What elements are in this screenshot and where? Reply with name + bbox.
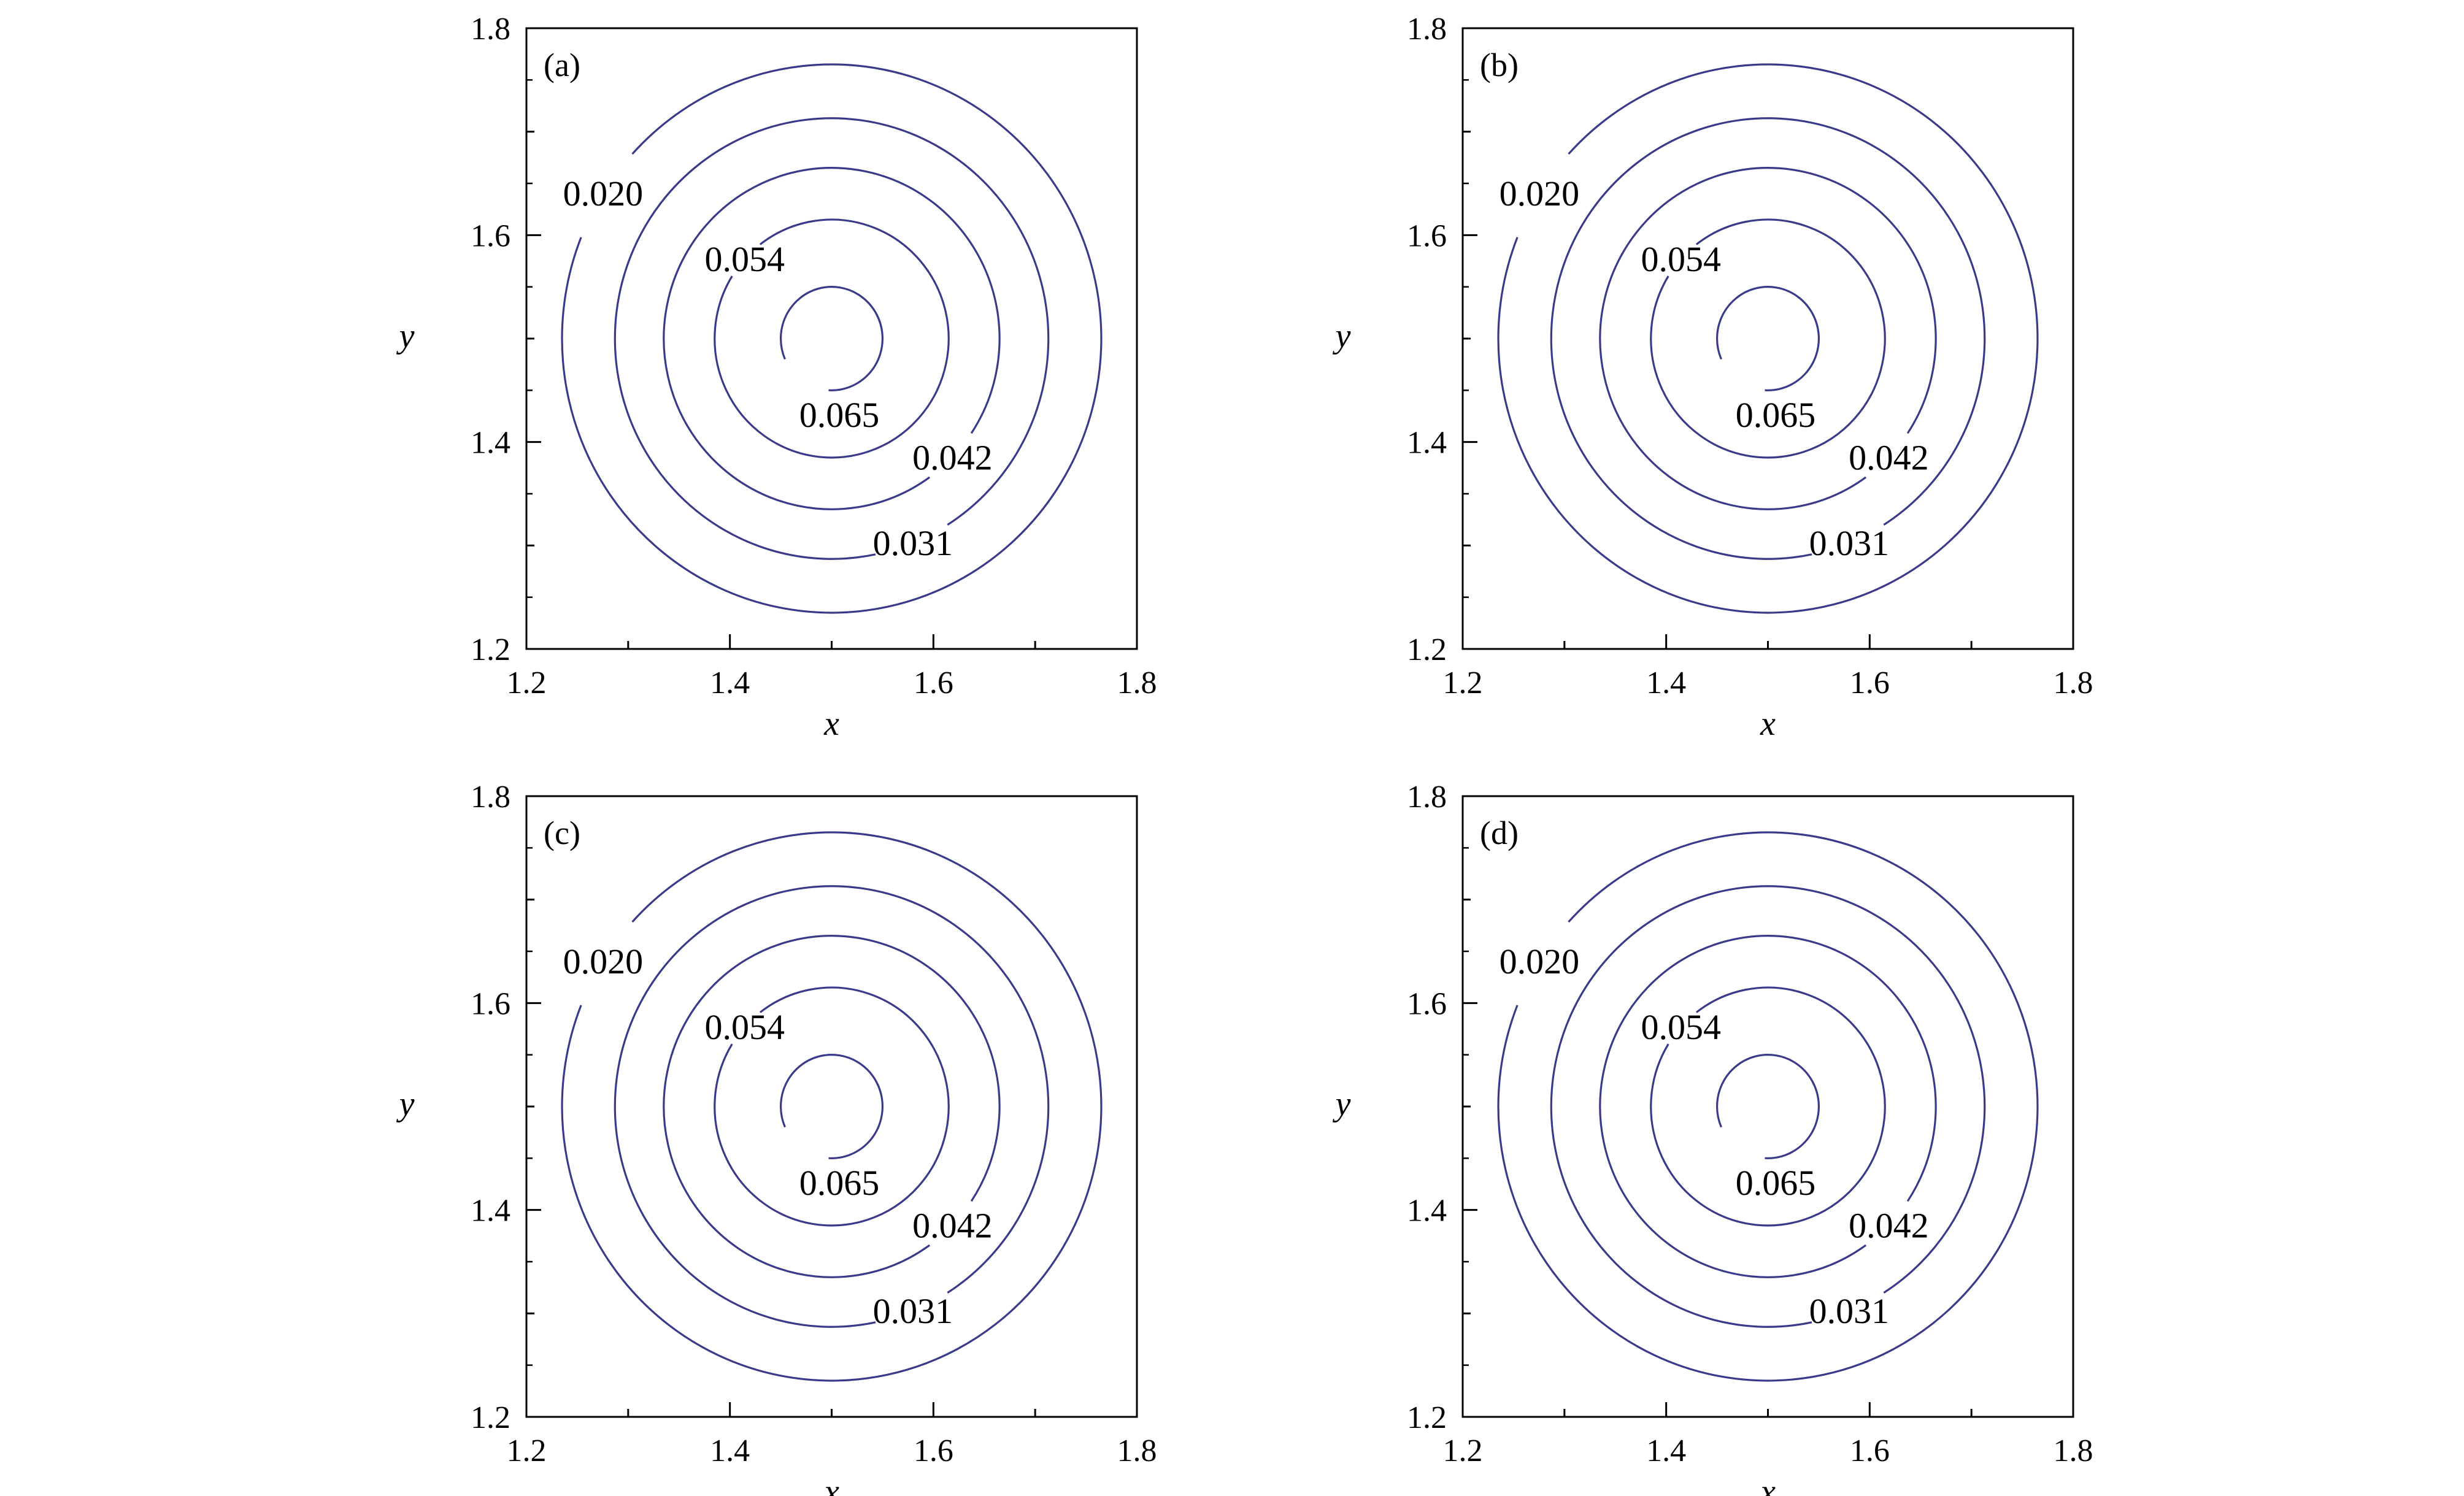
y-tick-label: 1.4 (1407, 426, 1447, 461)
contour-label: 0.054 (1641, 1007, 1722, 1047)
contour-label: 0.065 (1736, 395, 1816, 435)
x-tick-label: 1.4 (1646, 666, 1686, 700)
y-tick-label: 1.8 (1407, 780, 1447, 815)
contour-line-0.042 (1599, 167, 1937, 510)
plot-frame (525, 27, 1138, 650)
contour-line-0.020 (561, 63, 1103, 614)
x-tick-label: 1.8 (2054, 666, 2093, 700)
x-tick-label: 1.6 (914, 666, 953, 700)
y-tick-label: 1.4 (471, 1194, 510, 1229)
y-tick-label: 1.2 (1407, 632, 1447, 667)
x-tick-label: 1.8 (2054, 1433, 2093, 1468)
panel-label: (a) (544, 47, 580, 83)
contour-label: 0.065 (799, 395, 880, 435)
contour-label: 0.054 (1641, 239, 1722, 279)
contour-line-0.042 (663, 167, 1001, 510)
contour-label: 0.020 (563, 942, 644, 981)
contour-label: 0.042 (912, 437, 993, 477)
contour-line-0.020 (1497, 831, 2039, 1382)
y-tick-label: 1.2 (471, 1400, 510, 1435)
y-tick-label: 1.2 (471, 632, 510, 667)
contour-label: 0.031 (1809, 523, 1890, 563)
contour-line-0.054 (714, 218, 950, 459)
x-tick-label: 1.4 (710, 1433, 750, 1468)
y-tick-label: 1.4 (471, 426, 510, 461)
y-axis-label: y (1333, 317, 1351, 355)
panel-label: (d) (1480, 815, 1519, 851)
panel-2: 1.2 1.4 1.6 1.8 1.2 1.4 1.6 1.8 x y (b) 0.020 0.031 0… (1333, 12, 2093, 743)
contour-line-0.054 (714, 986, 950, 1227)
x-tick-label: 1.2 (507, 666, 547, 700)
panel-label: (c) (544, 815, 580, 851)
contour-line-0.054 (1650, 986, 1886, 1227)
panel-3: 1.2 1.4 1.6 1.8 1.2 1.4 1.6 1.8 x y (c) 0.020 0.031 0… (396, 780, 1157, 1496)
contour-label: 0.031 (873, 1291, 953, 1331)
x-tick-label: 1.6 (1850, 666, 1890, 700)
contour-line-0.065 (780, 286, 884, 391)
y-tick-label: 1.8 (471, 12, 510, 47)
contour-label: 0.054 (705, 1007, 785, 1047)
x-axis-label: x (823, 1473, 839, 1496)
contour-label: 0.042 (1849, 437, 1929, 477)
panel-1: 1.2 1.4 1.6 1.8 1.2 1.4 1.6 1.8 x y (a) 0.020 0.031 0… (396, 12, 1157, 743)
x-tick-label: 1.8 (1117, 666, 1157, 700)
x-tick-label: 1.8 (1117, 1433, 1157, 1468)
contour-label: 0.020 (1500, 942, 1580, 981)
contour-label: 0.065 (1736, 1163, 1816, 1203)
contour-line-0.031 (614, 885, 1050, 1328)
contour-label: 0.042 (912, 1205, 993, 1245)
y-tick-label: 1.8 (471, 780, 510, 815)
x-tick-label: 1.6 (1850, 1433, 1890, 1468)
x-tick-label: 1.4 (1646, 1433, 1686, 1468)
y-tick-label: 1.2 (1407, 1400, 1447, 1435)
y-tick-label: 1.4 (1407, 1194, 1447, 1229)
y-tick-label: 1.6 (471, 218, 510, 253)
contour-line-0.042 (663, 935, 1001, 1278)
y-tick-label: 1.6 (1407, 218, 1447, 253)
contour-label: 0.031 (873, 523, 953, 563)
contour-label: 0.020 (563, 174, 644, 213)
contour-line-0.042 (1599, 935, 1937, 1278)
contour-label: 0.031 (1809, 1291, 1890, 1331)
x-tick-label: 1.2 (507, 1433, 547, 1468)
contour-line-0.031 (1550, 117, 1986, 560)
x-tick-label: 1.4 (710, 666, 750, 700)
x-axis-label: x (823, 705, 839, 743)
contour-line-0.065 (1716, 286, 1820, 391)
contour-line-0.031 (1550, 885, 1986, 1328)
x-axis-label: x (1760, 705, 1776, 743)
contour-line-0.054 (1650, 218, 1886, 459)
contour-label: 0.054 (705, 239, 785, 279)
plot-frame (1461, 27, 2074, 650)
y-tick-label: 1.8 (1407, 12, 1447, 47)
y-axis-label: y (396, 1085, 415, 1123)
plot-frame (525, 795, 1138, 1418)
x-tick-label: 1.2 (1443, 666, 1483, 700)
contour-line-0.020 (1497, 63, 2039, 614)
y-axis-label: y (1333, 1085, 1351, 1123)
plot-frame (1461, 795, 2074, 1418)
panel-4: 1.2 1.4 1.6 1.8 1.2 1.4 1.6 1.8 x y (d) 0.020 0.031 0… (1333, 780, 2093, 1496)
y-tick-label: 1.6 (471, 986, 510, 1021)
panel-label: (b) (1480, 47, 1519, 83)
y-tick-label: 1.6 (1407, 986, 1447, 1021)
contour-label: 0.065 (799, 1163, 880, 1203)
contour-line-0.065 (1716, 1054, 1820, 1159)
contour-line-0.065 (780, 1054, 884, 1159)
contour-line-0.031 (614, 117, 1050, 560)
contour-label: 0.042 (1849, 1205, 1929, 1245)
x-tick-label: 1.2 (1443, 1433, 1483, 1468)
contour-line-0.020 (561, 831, 1103, 1382)
y-axis-label: y (396, 317, 415, 355)
contour-label: 0.020 (1500, 174, 1580, 213)
x-axis-label: x (1760, 1473, 1776, 1496)
x-tick-label: 1.6 (914, 1433, 953, 1468)
